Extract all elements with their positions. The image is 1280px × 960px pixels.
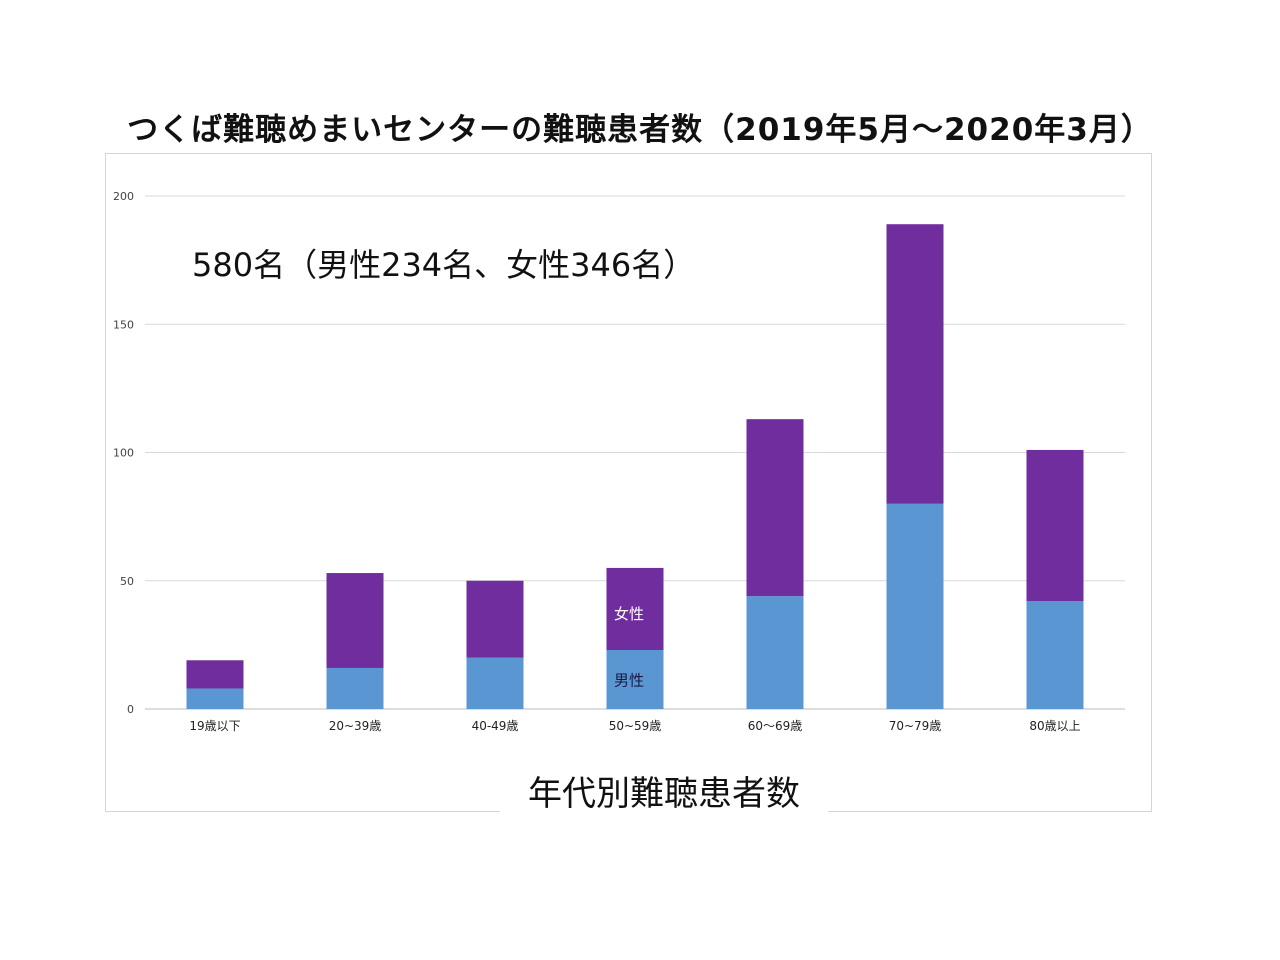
bar-male-2 (466, 657, 524, 709)
bar-female-5 (886, 224, 944, 504)
x-tick-label: 19歳以下 (189, 719, 240, 733)
segment-label-female: 女性 (614, 605, 644, 623)
bar-female-6 (1026, 449, 1084, 602)
y-tick-label: 0 (127, 703, 134, 716)
bar-female-2 (466, 580, 524, 658)
bar-female-0 (186, 660, 244, 689)
y-tick-label: 100 (113, 447, 134, 460)
total-summary: 580名（男性234名、女性346名） (192, 246, 696, 284)
y-tick-label: 50 (120, 575, 134, 588)
bar-female-3 (606, 567, 664, 651)
x-tick-label: 70~79歳 (889, 719, 942, 733)
bar-male-3 (606, 650, 664, 709)
x-tick-label: 60～69歳 (748, 719, 803, 733)
chart-title: つくば難聴めまいセンターの難聴患者数（2019年5月～2020年3月） (127, 112, 1153, 148)
bar-male-0 (186, 688, 244, 709)
bar-male-1 (326, 667, 384, 709)
bar-male-6 (1026, 601, 1084, 709)
bar-male-5 (886, 503, 944, 709)
y-tick-label: 150 (113, 318, 134, 331)
bars (186, 224, 1084, 709)
x-axis-labels: 19歳以下 20~39歳 40-49歳 50~59歳 60～69歳 70~79歳 80歳以上 (189, 719, 1080, 733)
bar-female-1 (326, 573, 384, 668)
x-tick-label: 50~59歳 (609, 719, 662, 733)
x-tick-label: 40-49歳 (472, 719, 519, 733)
x-tick-label: 20~39歳 (329, 719, 382, 733)
segment-label-male: 男性 (614, 672, 644, 690)
y-axis-ticks: 0 50 100 150 200 (113, 190, 134, 716)
bar-female-4 (746, 419, 804, 597)
x-tick-label: 80歳以上 (1029, 719, 1080, 733)
x-axis-title: 年代別難聴患者数 (500, 766, 828, 815)
y-tick-label: 200 (113, 190, 134, 203)
bar-male-4 (746, 596, 804, 709)
